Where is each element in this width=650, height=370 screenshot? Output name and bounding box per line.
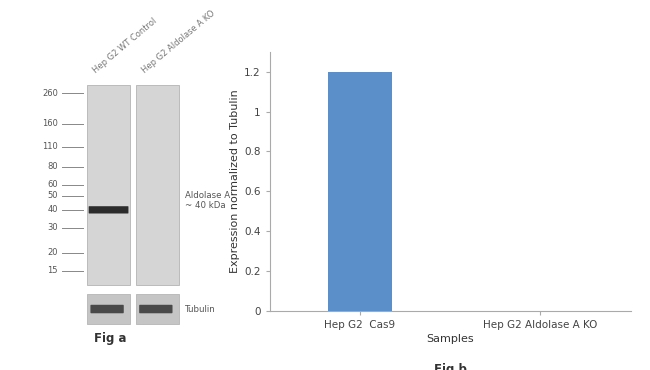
Text: Aldolase A
~ 40 kDa: Aldolase A ~ 40 kDa [185,191,229,211]
X-axis label: Samples: Samples [426,334,474,344]
FancyBboxPatch shape [88,206,129,213]
Text: 50: 50 [47,191,58,201]
Text: Fig b: Fig b [434,363,467,370]
Text: 60: 60 [47,180,58,189]
Text: 260: 260 [42,89,58,98]
Bar [328,72,391,311]
Y-axis label: Expression normalized to Tubulin: Expression normalized to Tubulin [230,90,240,273]
Bar [87,294,130,324]
Bar [87,84,130,285]
Text: 160: 160 [42,119,58,128]
FancyBboxPatch shape [90,305,124,313]
Bar [136,294,179,324]
Text: Hep G2 Aldolase A KO: Hep G2 Aldolase A KO [140,9,216,75]
FancyBboxPatch shape [139,305,172,313]
Text: Tubulin: Tubulin [185,305,215,313]
Text: 110: 110 [42,142,58,151]
Text: 20: 20 [47,249,58,258]
Bar [136,84,179,285]
Text: Hep G2 WT Control: Hep G2 WT Control [91,17,159,75]
Text: 30: 30 [47,223,58,232]
Text: 80: 80 [47,162,58,171]
Text: 15: 15 [47,266,58,275]
Text: 40: 40 [47,205,58,214]
Text: Fig a: Fig a [94,332,127,346]
